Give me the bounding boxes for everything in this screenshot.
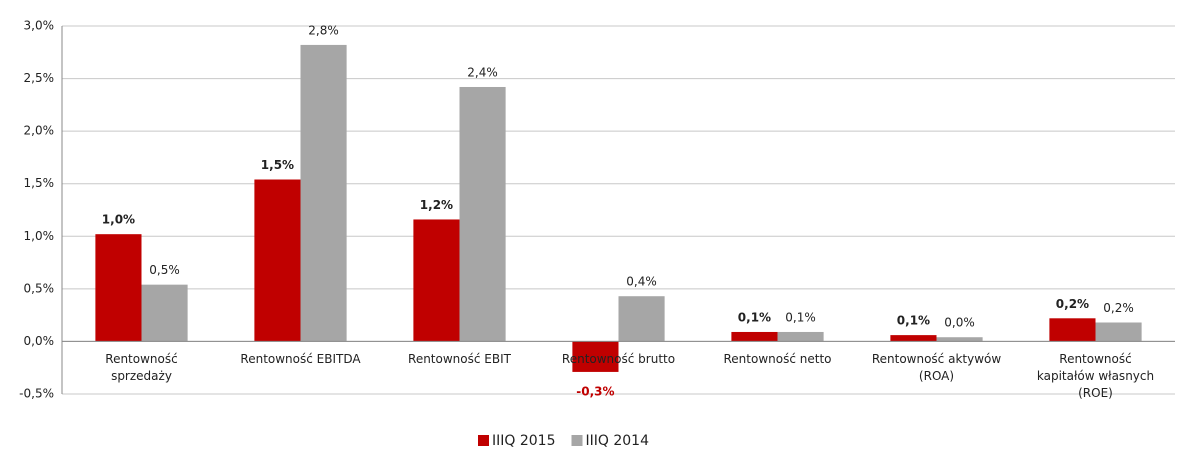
bar xyxy=(459,86,506,342)
bar xyxy=(254,179,301,342)
bar xyxy=(890,335,937,342)
bar xyxy=(618,296,665,342)
bar xyxy=(777,331,824,342)
data-label: 0,1% xyxy=(897,314,930,328)
y-tick-label: 0,5% xyxy=(24,281,55,295)
y-tick-label: 1,5% xyxy=(24,176,55,190)
y-tick-label: 2,0% xyxy=(24,124,55,138)
x-tick-label: Rentowność EBITDA xyxy=(240,352,361,366)
data-label: 0,4% xyxy=(626,275,657,289)
x-tick-label: Rentowność aktywów (ROA) xyxy=(872,352,1002,383)
data-label: 0,2% xyxy=(1103,301,1134,315)
data-label: 0,1% xyxy=(785,310,816,324)
data-label: 0,0% xyxy=(944,316,975,330)
bar xyxy=(413,219,460,342)
x-tick-label: Rentowność kapitałów własnych (ROE) xyxy=(1037,352,1154,400)
x-tick-label: Rentowność brutto xyxy=(562,352,675,366)
data-label: 2,8% xyxy=(308,23,339,37)
bar xyxy=(95,234,142,342)
y-tick-label: 3,0% xyxy=(24,19,55,33)
bar xyxy=(572,341,619,372)
data-label: 1,5% xyxy=(261,158,294,172)
y-tick-label: 2,5% xyxy=(24,71,55,85)
x-tick-label: Rentowność EBIT xyxy=(408,352,512,366)
data-label: 1,2% xyxy=(420,198,453,212)
data-label: 2,4% xyxy=(467,65,498,79)
y-tick-label: 1,0% xyxy=(24,229,55,243)
bar xyxy=(731,331,778,342)
x-tick-label: Rentowność sprzedaży xyxy=(105,352,177,383)
x-tick-label: Rentowność netto xyxy=(724,352,832,366)
bar xyxy=(1049,318,1096,342)
y-tick-label: 0,0% xyxy=(24,334,55,348)
y-tick-label: -0,5% xyxy=(19,387,54,401)
data-label: 1,0% xyxy=(102,213,135,227)
data-label: -0,3% xyxy=(576,384,614,398)
legend-swatch xyxy=(478,435,489,446)
bar xyxy=(936,337,983,342)
data-label: 0,2% xyxy=(1056,297,1089,311)
data-label: 0,1% xyxy=(738,310,771,324)
legend-swatch xyxy=(571,435,583,446)
bar xyxy=(1095,322,1142,342)
bar xyxy=(141,284,188,342)
bar xyxy=(300,44,347,342)
data-label: 0,5% xyxy=(149,263,180,277)
legend-label: IIIQ 2014 xyxy=(586,433,650,449)
legend-label: IIIQ 2015 xyxy=(492,433,556,449)
